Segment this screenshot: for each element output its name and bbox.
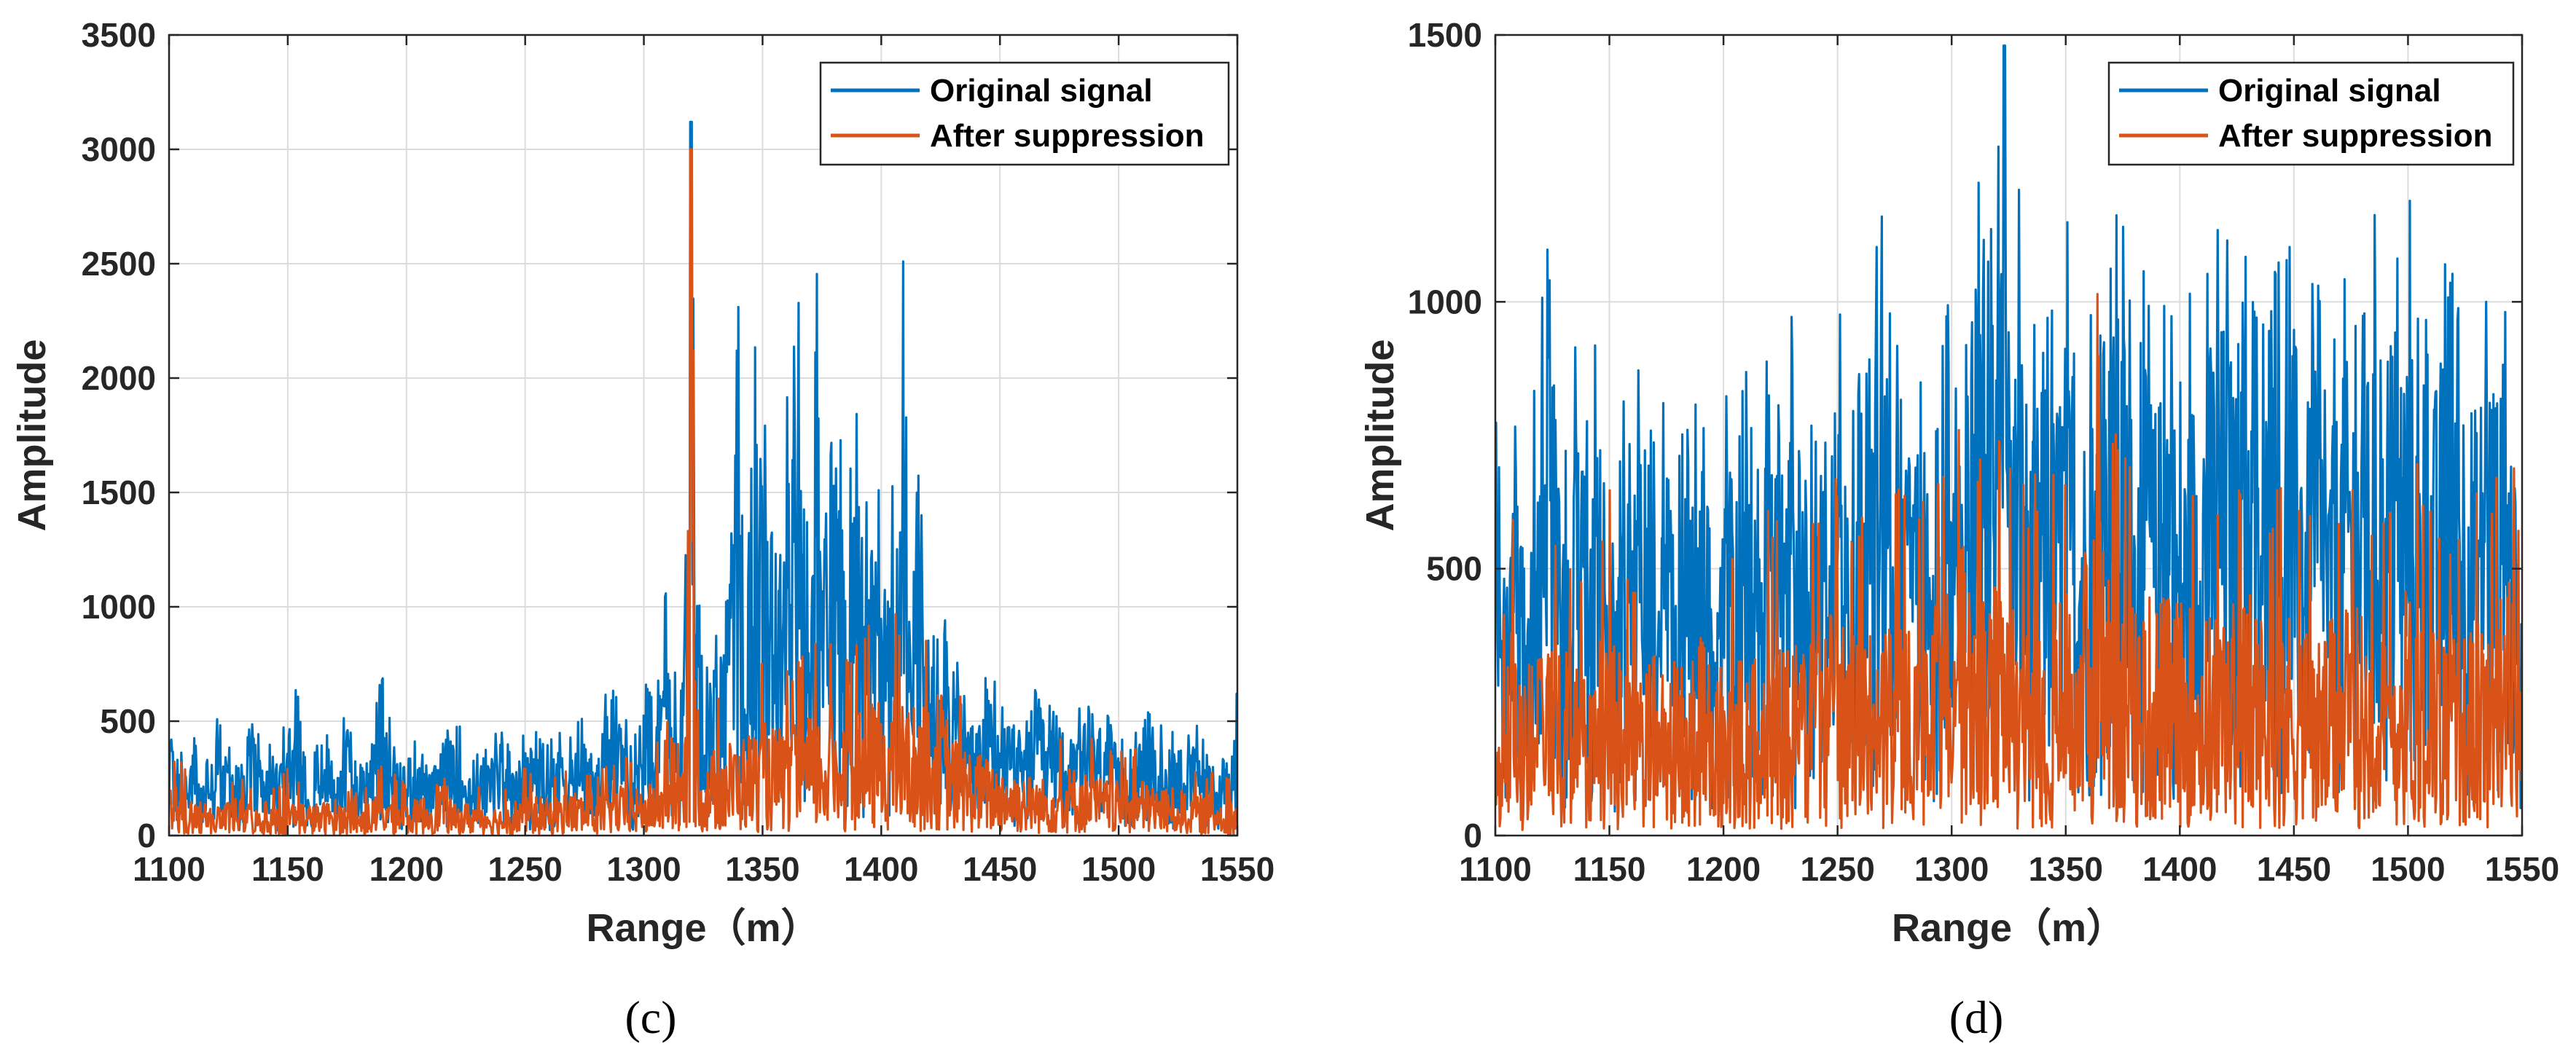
x-tick-label: 1400 — [844, 850, 918, 888]
y-tick-label: 1000 — [1408, 283, 1482, 321]
series-group — [169, 120, 1237, 836]
y-tick-label: 1500 — [82, 474, 156, 511]
legend: Original signal After suppression — [2107, 61, 2515, 166]
y-axis-title: Amplitude — [10, 339, 54, 532]
x-tick-label: 1350 — [2029, 850, 2103, 888]
series-line-suppressed — [1495, 293, 2522, 831]
y-tick-label: 1500 — [1408, 16, 1482, 54]
legend-label-suppressed: After suppression — [930, 118, 1205, 154]
x-tick-label: 1100 — [1459, 850, 1532, 888]
x-tick-label: 1150 — [1573, 850, 1646, 888]
x-tick-label: 1550 — [2485, 850, 2559, 888]
chart-panel-c: 1100 1150 1200 1250 1300 1350 1400 1450 1500 1550… — [10, 16, 1275, 1043]
series-group — [1495, 44, 2522, 831]
y-tick-label: 2500 — [82, 245, 156, 283]
x-tick-label: 1450 — [2257, 850, 2331, 888]
plot-area — [169, 35, 1237, 836]
x-axis-title: Range（m） — [1892, 906, 2126, 950]
axes-box — [168, 34, 1239, 837]
legend-label-original: Original signal — [2218, 73, 2441, 109]
legend-box — [2107, 61, 2515, 166]
x-tick-label: 1350 — [725, 850, 799, 888]
x-tick-label: 1500 — [1081, 850, 1156, 888]
y-tick-label: 3000 — [82, 130, 156, 168]
y-tick-label: 500 — [100, 702, 156, 740]
x-tick-label: 1450 — [963, 850, 1037, 888]
x-tick-label: 1500 — [2371, 850, 2445, 888]
x-tick-label: 1200 — [1686, 850, 1761, 888]
x-tick-label: 1300 — [606, 850, 681, 888]
y-tick-label: 0 — [1463, 817, 1482, 854]
y-tick-label: 0 — [137, 817, 156, 854]
x-tick-label: 1150 — [251, 850, 324, 888]
x-tick-label: 1400 — [2142, 850, 2217, 888]
y-tick-label: 2000 — [82, 359, 156, 397]
panel-caption: (c) — [625, 991, 676, 1043]
legend-label-original: Original signal — [930, 73, 1153, 109]
y-tick-label: 500 — [1426, 550, 1482, 588]
x-tick-label: 1300 — [1914, 850, 1989, 888]
legend-label-suppressed: After suppression — [2218, 118, 2493, 154]
axes-box — [1494, 34, 2524, 837]
x-axis-title: Range（m） — [586, 906, 820, 950]
x-tick-label: 1250 — [1800, 850, 1874, 888]
legend: Original signal After suppression — [819, 61, 1230, 166]
x-tick-label: 1250 — [488, 850, 562, 888]
legend-box — [819, 61, 1230, 166]
series-line-original — [1495, 44, 2522, 813]
series-line-suppressed — [169, 148, 1237, 836]
y-tick-label: 1000 — [82, 588, 156, 626]
x-tick-label: 1200 — [369, 850, 444, 888]
panel-caption: (d) — [1949, 991, 2004, 1043]
y-axis-title: Amplitude — [1358, 339, 1402, 532]
x-tick-label: 1550 — [1200, 850, 1275, 888]
chart-panel-d: 1100 1150 1200 1250 1300 1350 1400 1450 1500 1550… — [1358, 16, 2559, 1043]
y-tick-label: 3500 — [82, 16, 156, 54]
x-tick-label: 1100 — [133, 850, 205, 888]
